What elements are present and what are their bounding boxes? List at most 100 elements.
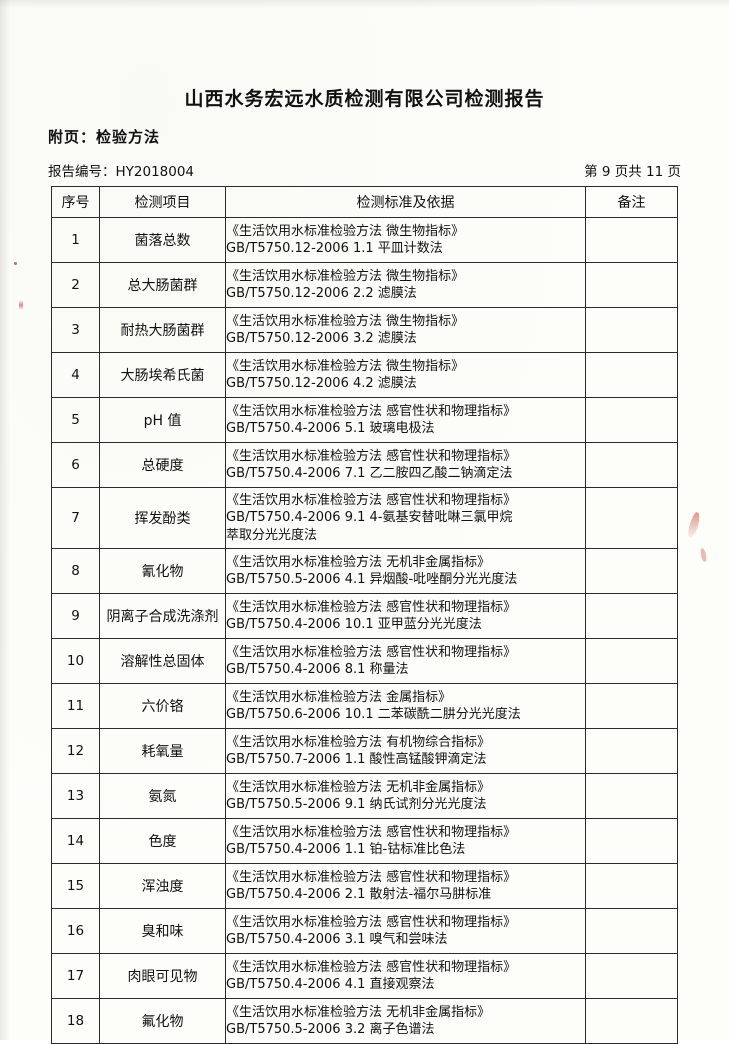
cell-no: 2 <box>51 262 100 308</box>
cell-test-item: 浑浊度 <box>99 863 226 909</box>
cell-standard: 《生活饮用水标准检验方法 无机非金属指标》 GB/T5750.5-2006 4.1… <box>225 548 586 594</box>
standard-line: GB/T5750.4-2006 3.1 嗅气和尝味法 <box>226 932 448 947</box>
standard-line: GB/T5750.4-2006 2.1 散射法-福尔马肼标准 <box>226 887 492 902</box>
cell-standard: 《生活饮用水标准检验方法 感官性状和物理指标》 GB/T5750.4-2006 3… <box>225 908 586 954</box>
cell-test-item: 阴离子合成洗涤剂 <box>99 593 226 639</box>
table-row: 1 菌落总数 《生活饮用水标准检验方法 微生物指标》 GB/T5750.12-2006… <box>51 217 678 263</box>
cell-no: 10 <box>51 638 100 684</box>
table-body: 1 菌落总数 《生活饮用水标准检验方法 微生物指标》 GB/T5750.12-2006… <box>51 217 678 1044</box>
cell-no: 13 <box>51 773 100 819</box>
page-number: 第 9 页共 11 页 <box>584 164 681 180</box>
cell-note <box>585 352 678 398</box>
table-row: 5 pH 值《生活饮用水标准检验方法 感官性状和物理指标》 GB/T5750.4-2… <box>51 397 678 443</box>
header-cell-note: 备注 <box>585 186 678 218</box>
cell-no: 6 <box>51 442 100 488</box>
cell-note <box>585 262 678 308</box>
cell-note <box>585 773 678 819</box>
cell-note <box>585 593 678 639</box>
scan-artifact-red-spot <box>699 547 708 563</box>
table-row: 3 耐热大肠菌群 《生活饮用水标准检验方法 微生物指标》 GB/T5750.12-20… <box>51 307 678 353</box>
standard-line: GB/T5750.12-2006 3.2 滤膜法 <box>226 331 417 346</box>
table-row: 4 大肠埃希氏菌 《生活饮用水标准检验方法 微生物指标》 GB/T5750.12-20… <box>51 352 678 398</box>
cell-note <box>585 998 678 1044</box>
cell-note <box>585 953 678 999</box>
scan-artifact-red-smudge <box>686 511 702 539</box>
table-header-row: 序号 检测项目 检测标准及依据 备注 <box>51 186 678 218</box>
cell-no: 12 <box>51 728 100 774</box>
standard-line: GB/T5750.4-2006 8.1 称量法 <box>226 662 409 677</box>
standard-line: GB/T5750.7-2006 1.1 酸性高锰酸钾滴定法 <box>226 752 487 767</box>
page-title: 山西水务宏远水质检测有限公司检测报告 <box>184 88 545 110</box>
standard-line: GB/T5750.4-2006 5.1 玻璃电极法 <box>226 421 435 436</box>
cell-no: 7 <box>51 487 100 549</box>
cell-no: 14 <box>51 818 100 864</box>
standard-line: GB/T5750.4-2006 10.1 亚甲蓝分光光度法 <box>226 617 482 632</box>
standard-line: 《生活饮用水标准检验方法 无机非金属指标》 <box>226 779 491 795</box>
table-row: 12 耗氧量 《生活饮用水标准检验方法 有机物综合指标》 GB/T5750.7-200… <box>51 728 678 774</box>
cell-standard: 《生活饮用水标准检验方法 感官性状和物理指标》 GB/T5750.4-2006 1… <box>225 818 586 864</box>
cell-test-item: 氰化物 <box>99 548 226 594</box>
standard-line: GB/T5750.4-2006 9.1 4-氨基安替吡啉三氯甲烷 <box>226 510 513 526</box>
standard-line: 《生活饮用水标准检验方法 感官性状和物理指标》 <box>226 869 517 885</box>
cell-standard: 《生活饮用水标准检验方法 微生物指标》 GB/T5750.12-2006 4.2 … <box>225 352 586 398</box>
cell-note <box>585 487 678 549</box>
cell-note <box>585 908 678 954</box>
cell-note <box>585 397 678 443</box>
table-row: 9 阴离子合成洗涤剂 《生活饮用水标准检验方法 感官性状和物理指标》 GB/T5750… <box>51 593 678 639</box>
table-row: 15 浑浊度 《生活饮用水标准检验方法 感官性状和物理指标》 GB/T5750.4-2… <box>51 863 678 909</box>
cell-standard: 《生活饮用水标准检验方法 微生物指标》 GB/T5750.12-2006 2.2 … <box>225 262 586 308</box>
standard-line: GB/T5750.5-2006 4.1 异烟酸-吡唑酮分光光度法 <box>226 572 518 587</box>
cell-no: 5 <box>51 397 100 443</box>
standard-line: GB/T5750.5-2006 9.1 纳氏试剂分光光度法 <box>226 797 487 812</box>
standard-line: 萃取分光光度法 <box>226 527 318 543</box>
cell-test-item: pH 值 <box>99 397 226 443</box>
cell-test-item: 氨氮 <box>99 773 226 819</box>
scan-artifact-red-dot <box>14 262 17 265</box>
table-row: 13 氨氮 《生活饮用水标准检验方法 无机非金属指标》 GB/T5750.5-2006… <box>51 773 678 819</box>
cell-note <box>585 683 678 729</box>
cell-standard: 《生活饮用水标准检验方法 有机物综合指标》 GB/T5750.7-2006 1.1… <box>225 728 586 774</box>
cell-standard: 《生活饮用水标准检验方法 感官性状和物理指标》 GB/T5750.4-2006 7… <box>225 442 586 488</box>
table-row: 18 氟化物 《生活饮用水标准检验方法 无机非金属指标》 GB/T5750.5-200… <box>51 998 678 1044</box>
cell-no: 11 <box>51 683 100 729</box>
standard-line: 《生活饮用水标准检验方法 无机非金属指标》 <box>226 554 491 570</box>
cell-note <box>585 728 678 774</box>
standard-line: 《生活饮用水标准检验方法 感官性状和物理指标》 <box>226 403 517 419</box>
table-row: 6 总硬度 《生活饮用水标准检验方法 感官性状和物理指标》 GB/T5750.4-20… <box>51 442 678 488</box>
cell-test-item: 大肠埃希氏菌 <box>99 352 226 398</box>
cell-no: 8 <box>51 548 100 594</box>
cell-test-item: 臭和味 <box>99 908 226 954</box>
standard-line: 《生活饮用水标准检验方法 有机物综合指标》 <box>226 734 491 750</box>
cell-no: 4 <box>51 352 100 398</box>
standard-line: 《生活饮用水标准检验方法 微生物指标》 <box>226 268 465 284</box>
standard-line: 《生活饮用水标准检验方法 金属指标》 <box>226 689 452 705</box>
cell-standard: 《生活饮用水标准检验方法 感官性状和物理指标》 GB/T5750.4-2006 1… <box>225 593 586 639</box>
cell-standard: 《生活饮用水标准检验方法 无机非金属指标》 GB/T5750.5-2006 3.2… <box>225 998 586 1044</box>
header-cell-standard: 检测标准及依据 <box>225 186 586 218</box>
standard-line: 《生活饮用水标准检验方法 感官性状和物理指标》 <box>226 448 517 464</box>
standard-line: 《生活饮用水标准检验方法 感官性状和物理指标》 <box>226 493 517 509</box>
standard-line: 《生活饮用水标准检验方法 感官性状和物理指标》 <box>226 644 517 660</box>
cell-note <box>585 307 678 353</box>
cell-standard: 《生活饮用水标准检验方法 无机非金属指标》 GB/T5750.5-2006 9.1… <box>225 773 586 819</box>
cell-standard: 《生活饮用水标准检验方法 感官性状和物理指标》 GB/T5750.4-2006 4… <box>225 953 586 999</box>
cell-test-item: 溶解性总固体 <box>99 638 226 684</box>
scan-edge-shadow-top <box>0 0 729 8</box>
cell-no: 16 <box>51 908 100 954</box>
cell-note <box>585 638 678 684</box>
standard-line: 《生活饮用水标准检验方法 感官性状和物理指标》 <box>226 824 517 840</box>
test-methods-table: 序号 检测项目 检测标准及依据 备注 1 菌落总数 《生活饮用水标准检验方法 微生物… <box>51 186 678 1044</box>
table-row: 10 溶解性总固体 《生活饮用水标准检验方法 感官性状和物理指标》 GB/T5750.… <box>51 638 678 684</box>
table-row: 7 挥发酚类 《生活饮用水标准检验方法 感官性状和物理指标》 GB/T5750.4-2… <box>51 487 678 549</box>
standard-line: 《生活饮用水标准检验方法 感官性状和物理指标》 <box>226 914 517 930</box>
document-subtitle: 附页：检验方法 <box>48 128 161 146</box>
cell-test-item: 菌落总数 <box>99 217 226 263</box>
cell-test-item: 挥发酚类 <box>99 487 226 549</box>
standard-line: GB/T5750.6-2006 10.1 二苯碳酰二肼分光光度法 <box>226 707 521 722</box>
cell-standard: 《生活饮用水标准检验方法 感官性状和物理指标》 GB/T5750.4-2006 8… <box>225 638 586 684</box>
cell-standard: 《生活饮用水标准检验方法 感官性状和物理指标》 GB/T5750.4-2006 5… <box>225 397 586 443</box>
cell-test-item: 耐热大肠菌群 <box>99 307 226 353</box>
standard-line: 《生活饮用水标准检验方法 感官性状和物理指标》 <box>226 599 517 615</box>
cell-note <box>585 217 678 263</box>
